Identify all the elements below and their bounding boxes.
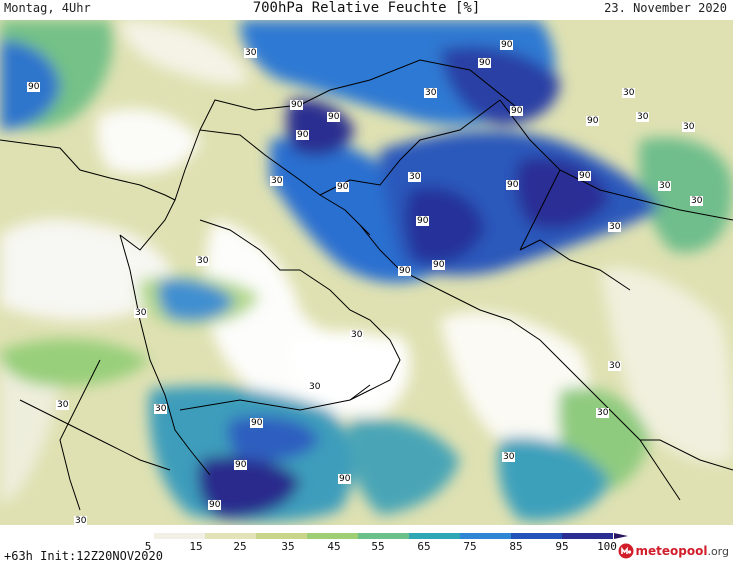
forecast-date: 23. November 2020 bbox=[604, 1, 727, 15]
colorbar-tick-label: 85 bbox=[509, 540, 523, 553]
contour-label: 30 bbox=[622, 88, 636, 98]
contour-label: 90 bbox=[506, 180, 520, 190]
contour-label: 30 bbox=[690, 196, 704, 206]
contour-label: 30 bbox=[74, 516, 88, 526]
colorbar-cell bbox=[409, 533, 460, 539]
colorbar-tick-label: 45 bbox=[327, 540, 341, 553]
contour-label: 90 bbox=[510, 106, 524, 116]
contour-label: 30 bbox=[154, 404, 168, 414]
contour-label: 30 bbox=[56, 400, 70, 410]
borders bbox=[0, 59, 733, 511]
meteopool-logo[interactable]: meteopool.org bbox=[618, 541, 730, 561]
humidity-field bbox=[0, 20, 733, 525]
colorbar-cell bbox=[511, 533, 562, 539]
contour-label: 90 bbox=[500, 40, 514, 50]
model-run-info: +63h Init:12Z20NOV2020 bbox=[4, 549, 163, 563]
contour-label: 90 bbox=[416, 216, 430, 226]
contour-label: 30 bbox=[682, 122, 696, 132]
contour-label: 30 bbox=[270, 176, 284, 186]
contour-label: 30 bbox=[134, 308, 148, 318]
valid-time-label: Montag, 4Uhr bbox=[4, 1, 91, 15]
logo-tld: .org bbox=[707, 545, 729, 558]
contour-label: 90 bbox=[338, 474, 352, 484]
colorbar-cell bbox=[562, 533, 613, 539]
colorbar-tick-label: 75 bbox=[463, 540, 477, 553]
colorbar-cell bbox=[460, 533, 511, 539]
contour-label: 90 bbox=[398, 266, 412, 276]
contour-label: 90 bbox=[208, 500, 222, 510]
contour-label: 30 bbox=[350, 330, 364, 340]
contour-label: 30 bbox=[244, 48, 258, 58]
contour-label: 30 bbox=[408, 172, 422, 182]
chart-title: 700hPa Relative Feuchte [%] bbox=[252, 0, 481, 16]
contour-label: 90 bbox=[234, 460, 248, 470]
colorbar-cells bbox=[103, 533, 613, 539]
contour-label: 30 bbox=[636, 112, 650, 122]
colorbar-arrow bbox=[614, 533, 628, 539]
colorbar-tick-label: 5 bbox=[144, 540, 152, 553]
humidity-map: 90 30 90 90 90 30 90 30 30 90 90 90 90 3… bbox=[0, 20, 733, 526]
contour-label: 90 bbox=[296, 130, 310, 140]
colorbar-tick-label: 100 bbox=[597, 540, 617, 553]
contour-label: 90 bbox=[290, 100, 304, 110]
colorbar-tick-label: 15 bbox=[189, 540, 203, 553]
colorbar-tick-label: 55 bbox=[371, 540, 385, 553]
colorbar-tick-label: 65 bbox=[417, 540, 431, 553]
colorbar bbox=[103, 533, 628, 539]
colorbar-cell bbox=[307, 533, 358, 539]
logo-text: meteopool.org bbox=[636, 544, 730, 558]
contour-label: 90 bbox=[578, 171, 592, 181]
colorbar-tick-label: 35 bbox=[281, 540, 295, 553]
contour-label: 30 bbox=[308, 382, 322, 392]
contour-label: 30 bbox=[658, 181, 672, 191]
contour-label: 30 bbox=[608, 222, 622, 232]
colorbar-cell bbox=[358, 533, 409, 539]
contour-label: 90 bbox=[586, 116, 600, 126]
colorbar-cell bbox=[154, 533, 205, 539]
contour-label: 90 bbox=[432, 260, 446, 270]
contour-label: 30 bbox=[196, 256, 210, 266]
contour-label: 30 bbox=[608, 361, 622, 371]
colorbar-cell bbox=[205, 533, 256, 539]
contour-label: 90 bbox=[336, 182, 350, 192]
contour-label: 30 bbox=[424, 88, 438, 98]
colorbar-tick-label: 95 bbox=[555, 540, 569, 553]
meteopool-logo-icon bbox=[618, 543, 633, 559]
contour-label: 90 bbox=[250, 418, 264, 428]
colorbar-tick-label: 25 bbox=[233, 540, 247, 553]
header: Montag, 4Uhr 700hPa Relative Feuchte [%]… bbox=[0, 0, 733, 20]
contour-label: 90 bbox=[27, 82, 41, 92]
humidity-shading bbox=[0, 20, 733, 522]
footer: 5 15 25 35 45 55 65 75 85 95 100 +63h Init:12Z20NO… bbox=[0, 525, 733, 566]
logo-brand: meteopool bbox=[635, 544, 708, 558]
contour-label: 30 bbox=[502, 452, 516, 462]
colorbar-cell bbox=[256, 533, 307, 539]
contour-label: 30 bbox=[596, 408, 610, 418]
colorbar-cell bbox=[103, 533, 154, 539]
contour-label: 90 bbox=[478, 58, 492, 68]
contour-label: 90 bbox=[327, 112, 341, 122]
